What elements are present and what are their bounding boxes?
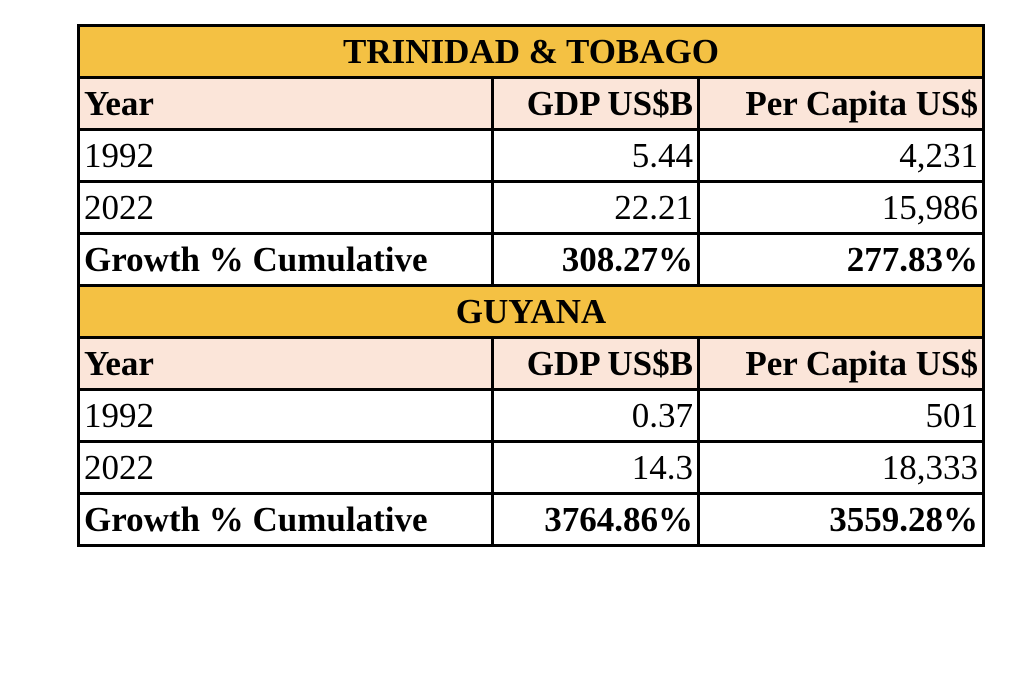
column-header-per-capita: Per Capita US$ bbox=[697, 336, 985, 391]
table-row: 1992 0.37 501 bbox=[77, 388, 985, 443]
growth-per-capita-cell: 277.83% bbox=[697, 232, 985, 287]
year-cell: 1992 bbox=[77, 128, 494, 183]
table-row: 1992 5.44 4,231 bbox=[77, 128, 985, 183]
gdp-cell: 5.44 bbox=[491, 128, 700, 183]
table-row: 2022 14.3 18,333 bbox=[77, 440, 985, 495]
growth-label: Growth % Cumulative bbox=[77, 232, 494, 287]
growth-label: Growth % Cumulative bbox=[77, 492, 494, 547]
growth-gdp-cell: 3764.86% bbox=[491, 492, 700, 547]
column-header-per-capita: Per Capita US$ bbox=[697, 76, 985, 131]
per-capita-cell: 18,333 bbox=[697, 440, 985, 495]
country-title: GUYANA bbox=[77, 284, 985, 339]
country-header-row: GUYANA bbox=[77, 284, 985, 339]
per-capita-cell: 501 bbox=[697, 388, 985, 443]
table-row: 2022 22.21 15,986 bbox=[77, 180, 985, 235]
gdp-cell: 14.3 bbox=[491, 440, 700, 495]
gdp-comparison-table: TRINIDAD & TOBAGO Year GDP US$B Per Capi… bbox=[77, 24, 985, 547]
gdp-cell: 22.21 bbox=[491, 180, 700, 235]
country-header-row: TRINIDAD & TOBAGO bbox=[77, 24, 985, 79]
column-header-year: Year bbox=[77, 76, 494, 131]
growth-gdp-cell: 308.27% bbox=[491, 232, 700, 287]
column-header-gdp: GDP US$B bbox=[491, 336, 700, 391]
year-cell: 1992 bbox=[77, 388, 494, 443]
column-header-row: Year GDP US$B Per Capita US$ bbox=[77, 76, 985, 131]
year-cell: 2022 bbox=[77, 440, 494, 495]
growth-per-capita-cell: 3559.28% bbox=[697, 492, 985, 547]
column-header-row: Year GDP US$B Per Capita US$ bbox=[77, 336, 985, 391]
per-capita-cell: 15,986 bbox=[697, 180, 985, 235]
growth-row: Growth % Cumulative 308.27% 277.83% bbox=[77, 232, 985, 287]
per-capita-cell: 4,231 bbox=[697, 128, 985, 183]
growth-row: Growth % Cumulative 3764.86% 3559.28% bbox=[77, 492, 985, 547]
gdp-cell: 0.37 bbox=[491, 388, 700, 443]
year-cell: 2022 bbox=[77, 180, 494, 235]
country-title: TRINIDAD & TOBAGO bbox=[77, 24, 985, 79]
column-header-gdp: GDP US$B bbox=[491, 76, 700, 131]
column-header-year: Year bbox=[77, 336, 494, 391]
